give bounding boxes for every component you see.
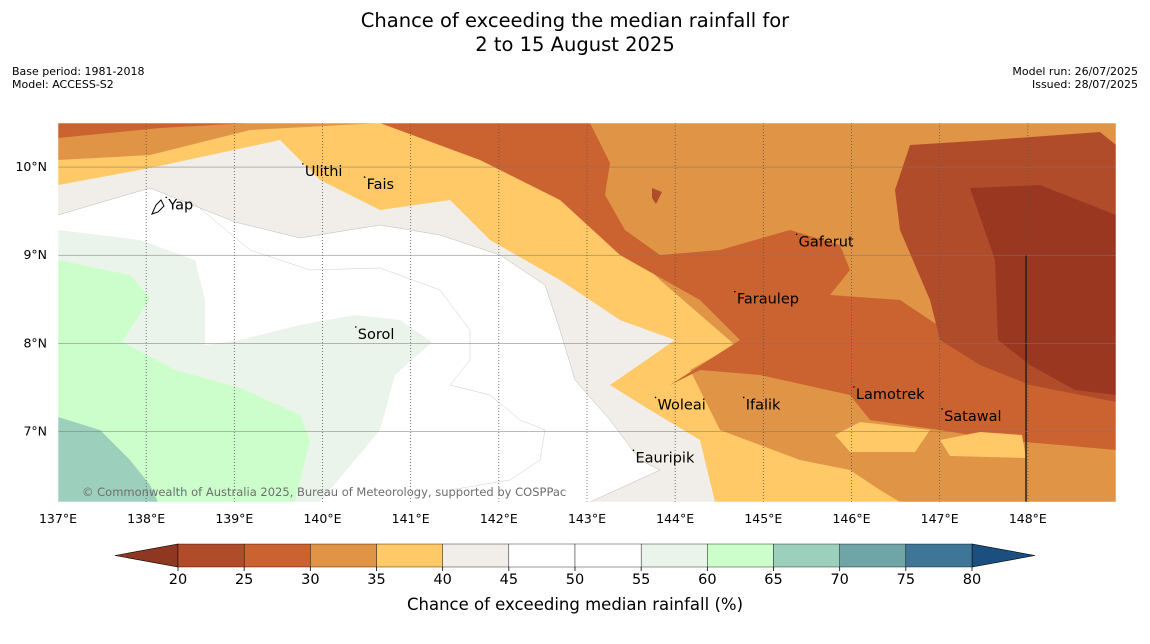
y-tick-label: 7°N — [23, 423, 47, 438]
y-axis: 10°N 9°N 8°N 7°N — [15, 159, 47, 438]
colorbar-bin — [707, 543, 774, 568]
shade-25-30 — [380, 123, 1116, 450]
shade-35-40-pocket-2 — [940, 432, 1026, 458]
y-tick-label: 8°N — [23, 335, 47, 350]
place-label-gaferut: Gaferut — [799, 234, 854, 250]
shade-under-20 — [970, 185, 1116, 395]
colorbar-tick-label: 55 — [632, 572, 650, 588]
title-line-1: Chance of exceeding the median rainfall … — [360, 9, 790, 32]
colorbar-bin — [839, 543, 907, 568]
colorbar-under-arrow — [114, 543, 179, 568]
x-tick-label: 138°E — [127, 511, 165, 526]
x-tick-label: 139°E — [215, 511, 253, 526]
colorbar-bin — [574, 543, 642, 568]
place-labels: Ulithi Fais Yap Gaferut Faraulep Sorol Lamotre… — [165, 163, 1002, 466]
meta-right: Model run: 26/07/2025 Issued: 28/07/2025 — [1012, 65, 1138, 91]
y-tick-label: 9°N — [23, 247, 47, 262]
colorbar-tick-label: 50 — [566, 572, 584, 588]
place-label-faraulep: Faraulep — [737, 292, 799, 308]
place-label-lamotrek: Lamotrek — [856, 387, 925, 403]
shade-35-40-pocket-1 — [835, 422, 930, 452]
island-marker — [742, 396, 745, 399]
colorbar-tick-label: 70 — [830, 572, 848, 588]
colorbar-bin — [310, 543, 377, 568]
colorbar-tick-label: 80 — [963, 572, 981, 588]
island-marker — [363, 176, 366, 178]
x-tick-label: 143°E — [568, 511, 606, 526]
island-marker — [165, 196, 168, 199]
island-marker — [941, 408, 943, 410]
island-marker — [654, 396, 657, 399]
colorbar-over-arrow — [971, 543, 1036, 568]
colorbar-bin — [640, 543, 708, 568]
place-label-yap: Yap — [167, 197, 193, 213]
colorbar-bin — [773, 543, 840, 568]
rainfall-map — [58, 123, 1116, 502]
colorbar-bin — [905, 543, 973, 568]
island-marker — [795, 233, 798, 236]
x-tick-label: 142°E — [480, 511, 518, 526]
x-tick-label: 148°E — [1009, 511, 1047, 526]
colorbar-bin — [442, 543, 510, 568]
x-tick-label: 145°E — [744, 511, 782, 526]
colorbar-title: Chance of exceeding median rainfall (%) — [407, 595, 743, 614]
x-tick-label: 144°E — [656, 511, 694, 526]
contour-50 — [189, 199, 546, 491]
title-line-2: 2 to 15 August 2025 — [475, 33, 675, 56]
place-label-sorol: Sorol — [358, 327, 395, 343]
x-tick-label: 146°E — [832, 511, 870, 526]
colorbar: 20 25 30 35 40 45 50 55 60 65 70 75 80 — [114, 543, 1036, 588]
colorbar-bin — [177, 543, 245, 568]
place-label-ulithi: Ulithi — [305, 164, 343, 180]
colorbar-bin — [376, 543, 443, 568]
contour-45 — [58, 187, 661, 502]
colorbar-tick-label: 20 — [169, 572, 187, 588]
place-label-woleai: Woleai — [658, 397, 706, 413]
island-marker — [302, 163, 304, 165]
yap-island-outline — [151, 199, 165, 215]
colorbar-bin — [508, 543, 576, 568]
colorbar-tick-label: 75 — [897, 572, 915, 588]
x-axis: 137°E 138°E 139°E 140°E 141°E 142°E 143°E 144°E… — [39, 511, 1047, 526]
x-tick-label: 141°E — [392, 511, 430, 526]
colorbar-bin — [243, 543, 311, 568]
meta-left: Base period: 1981-2018 Model: ACCESS-S2 — [12, 65, 144, 91]
island-marker — [734, 290, 736, 293]
x-tick-label: 137°E — [39, 511, 77, 526]
shade-25-30-nw — [58, 123, 250, 138]
x-tick-label: 140°E — [303, 511, 341, 526]
plot-frame — [57, 122, 1117, 503]
chart-title: Chance of exceeding the median rainfall … — [0, 9, 1150, 57]
x-tick-label: 147°E — [921, 511, 959, 526]
base-period-text: Base period: 1981-2018 — [12, 65, 145, 78]
colorbar-tick-label: 60 — [698, 572, 716, 588]
issued-text: Issued: 28/07/2025 — [1031, 78, 1138, 91]
colorbar-tick-label: 45 — [500, 572, 518, 588]
colorbar-tick-label: 40 — [433, 572, 451, 588]
shade-60-65 — [58, 260, 310, 502]
colorbar-tick-label: 25 — [235, 572, 253, 588]
place-label-eauripik: Eauripik — [635, 450, 694, 466]
place-label-ifalik: Ifalik — [746, 397, 781, 413]
shade-65-70 — [58, 417, 158, 502]
model-text: Model: ACCESS-S2 — [12, 78, 114, 91]
colorbar-tick-label: 65 — [764, 572, 782, 588]
island-marker — [632, 449, 635, 452]
island-marker — [354, 326, 357, 328]
place-label-satawal: Satawal — [944, 409, 1001, 425]
shade-small-blob — [652, 188, 662, 204]
gridlines — [58, 123, 1116, 502]
island-marker — [853, 386, 855, 388]
colorbar-tick-label: 35 — [367, 572, 385, 588]
place-label-fais: Fais — [367, 177, 394, 193]
y-tick-label: 10°N — [15, 159, 47, 174]
copyright-text: © Commonwealth of Australia 2025, Bureau… — [82, 485, 566, 499]
colorbar-tick-label: 30 — [301, 572, 319, 588]
model-run-text: Model run: 26/07/2025 — [1012, 65, 1138, 78]
